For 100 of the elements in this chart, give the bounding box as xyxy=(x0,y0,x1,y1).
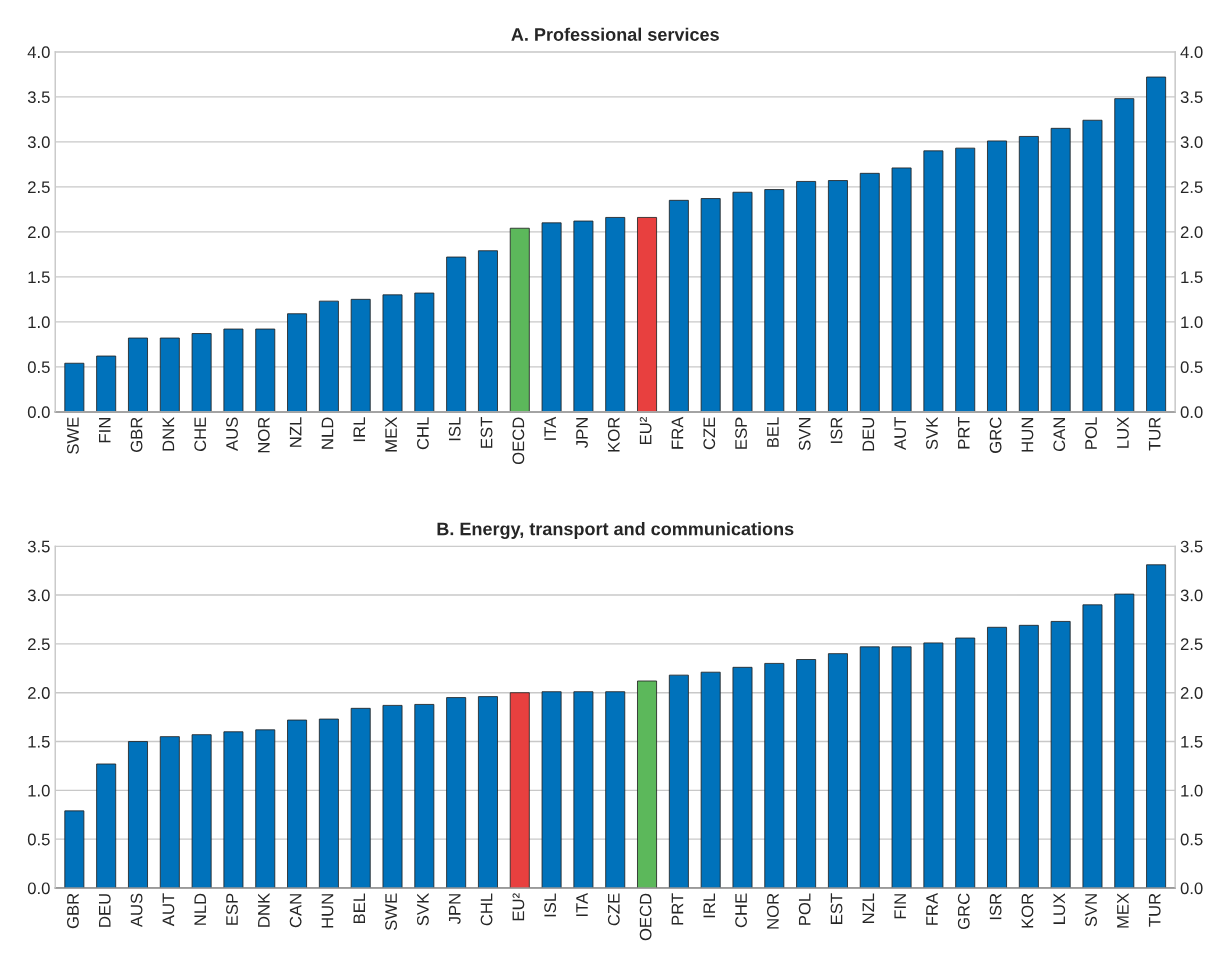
bar xyxy=(668,674,689,888)
x-tick-label: IRL xyxy=(703,893,715,918)
bar xyxy=(287,719,308,888)
x-tick-label: CZE xyxy=(607,893,620,926)
y2-tick-label: 2.5 xyxy=(1180,638,1203,651)
x-tick-label: NLD xyxy=(194,893,206,925)
y-tick-label: 0.0 xyxy=(27,882,50,895)
x-tick-label: FIN xyxy=(99,418,111,443)
bar xyxy=(318,300,339,412)
y-tick-label: 3.5 xyxy=(27,540,50,553)
x-tick-label: NOR xyxy=(766,893,779,929)
bar xyxy=(605,217,626,412)
bar xyxy=(573,220,594,412)
bar xyxy=(509,227,530,412)
bar xyxy=(573,691,594,888)
bar xyxy=(96,763,117,888)
bar xyxy=(1082,604,1103,888)
x-tick-label: AUT xyxy=(162,893,175,927)
bar xyxy=(923,150,944,412)
bar xyxy=(255,729,276,888)
x-tick-label: DNK xyxy=(162,416,175,451)
y2-tick-label: 2.5 xyxy=(1180,181,1203,194)
bar xyxy=(255,328,276,412)
bar xyxy=(1114,98,1135,412)
x-tick-label: CHE xyxy=(194,417,207,452)
bar xyxy=(796,181,817,412)
x-tick-label: NOR xyxy=(257,417,270,453)
bar xyxy=(732,191,753,412)
bar xyxy=(191,333,212,412)
y2-tick-label: 2.0 xyxy=(1180,687,1203,699)
x-tick-label: LUX xyxy=(1053,893,1066,924)
x-tick-label: ITA xyxy=(544,416,556,440)
bar xyxy=(509,692,530,888)
x-tick-label: IRL xyxy=(353,417,366,442)
x-tick-label: GBR xyxy=(130,417,143,452)
x-tick-label: SVK xyxy=(926,416,938,450)
bar xyxy=(955,147,976,412)
y-tick-label: 2.5 xyxy=(28,638,50,651)
bar xyxy=(987,626,1007,888)
x-tick-label: LUX xyxy=(1117,417,1129,448)
y-tick-label: 3.0 xyxy=(27,136,50,149)
bar xyxy=(287,313,308,412)
bar xyxy=(923,642,944,888)
bar xyxy=(191,734,212,888)
y2-tick-label: 1.5 xyxy=(1181,736,1203,748)
bar xyxy=(955,637,976,888)
bar xyxy=(128,741,148,888)
bar xyxy=(159,337,180,412)
x-tick-label: JPN xyxy=(576,418,588,448)
bar xyxy=(382,704,403,888)
x-tick-label: DEU xyxy=(862,417,875,451)
x-tick-label: SWE xyxy=(67,417,79,454)
x-tick-label: EU² xyxy=(512,893,525,921)
x-tick-label: CAN xyxy=(289,894,302,928)
bar xyxy=(1050,127,1071,412)
y2-tick-label: 3.5 xyxy=(1180,540,1203,553)
x-tick-label: AUS xyxy=(226,417,238,451)
x-tick-label: ITA xyxy=(576,892,588,917)
x-tick-label: EST xyxy=(830,893,843,924)
bar xyxy=(414,292,435,412)
bar xyxy=(1018,624,1039,888)
bar xyxy=(446,697,467,888)
y2-tick-label: 2.0 xyxy=(1180,226,1203,239)
bar xyxy=(541,691,562,888)
x-tick-label: DNK xyxy=(258,893,270,927)
bar xyxy=(1146,564,1167,888)
x-tick-label: POL xyxy=(798,893,811,925)
x-tick-label: PRT xyxy=(671,893,684,925)
x-tick-label: MEX xyxy=(385,417,397,452)
y-tick-label: 2.0 xyxy=(28,226,50,239)
x-tick-label: TUR xyxy=(1148,417,1161,451)
y2-tick-label: 1.0 xyxy=(1181,784,1203,797)
bar xyxy=(318,718,339,888)
bar xyxy=(350,298,371,412)
bar xyxy=(732,666,753,888)
chart-title: B. Energy, transport and communications xyxy=(437,522,794,539)
bar xyxy=(796,659,817,888)
bar xyxy=(414,704,435,888)
bar xyxy=(987,140,1007,412)
bar xyxy=(1114,593,1135,888)
x-tick-label: DEU xyxy=(99,894,111,927)
x-tick-label: ISL xyxy=(544,893,557,917)
x-tick-label: PRT xyxy=(958,417,970,449)
y2-tick-label: 4.0 xyxy=(1180,46,1203,59)
bar xyxy=(350,707,371,888)
x-tick-label: EU² xyxy=(639,417,652,445)
x-tick-label: SWE xyxy=(385,893,397,931)
x-tick-label: GRC xyxy=(989,417,1002,453)
bar xyxy=(700,671,721,888)
y-tick-label: 0.5 xyxy=(27,833,50,846)
y-tick-label: 2.5 xyxy=(28,181,50,194)
x-tick-label: ESP xyxy=(226,893,238,925)
bar xyxy=(668,199,689,412)
bar xyxy=(1050,621,1071,888)
x-tick-label: FRA xyxy=(926,892,938,925)
bar xyxy=(637,217,658,412)
bar xyxy=(64,810,85,888)
x-tick-label: BEL xyxy=(353,893,366,923)
x-tick-label: NZL xyxy=(289,417,302,447)
bar xyxy=(637,680,658,888)
